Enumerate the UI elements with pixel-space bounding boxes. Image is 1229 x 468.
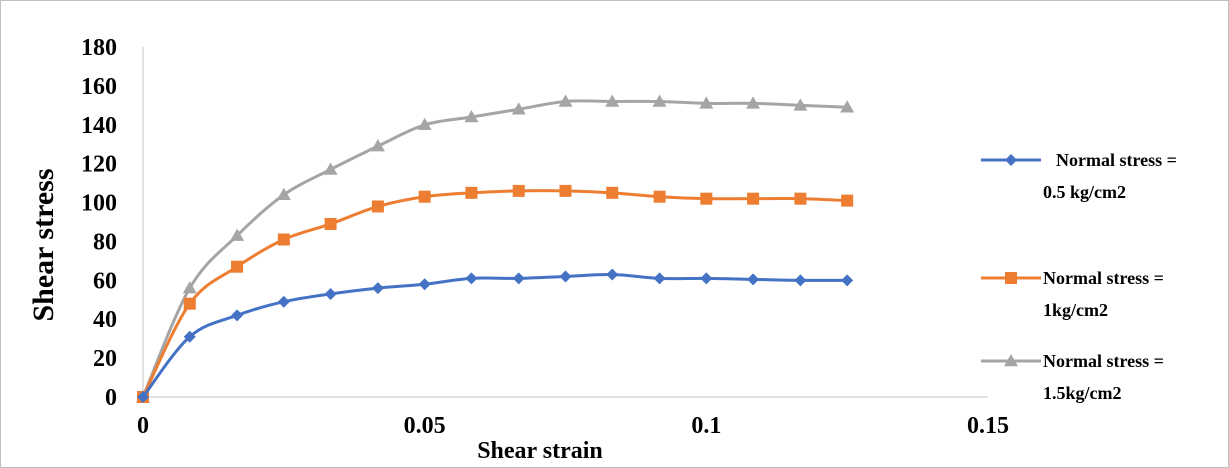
y-tick-label: 80 [93,229,117,255]
y-tick-label: 140 [81,113,117,139]
data-point [465,186,478,199]
legend-item: Normal stress = 1kg/cm2 [981,268,1164,320]
data-point [418,190,431,203]
data-point [231,260,244,273]
series-line [141,99,848,398]
series-3 [136,94,855,403]
data-point [606,186,619,199]
series-2 [137,184,854,403]
data-point [841,194,854,207]
data-point [511,102,526,115]
data-point [324,287,337,300]
y-tick-label: 120 [81,152,117,178]
y-tick-label: 0 [105,385,117,411]
x-axis-title: Shear strain [477,438,603,464]
y-tick-label: 40 [93,307,117,333]
legend-label-line2: 0.5 kg/cm2 [1043,182,1126,202]
x-tick-label: 0.15 [967,413,1009,439]
data-point [793,98,808,111]
data-point [746,96,761,109]
data-point [794,192,807,205]
data-point [323,162,338,175]
data-point [418,278,431,291]
series-1 [137,268,854,403]
series-group [136,94,855,403]
y-tick-label: 20 [93,346,117,372]
data-point [417,117,432,131]
legend-label-line1: Normal stress = [1043,268,1164,288]
data-point [605,94,620,107]
data-point [371,282,384,295]
data-point [840,100,855,113]
y-axis-title: Shear stress [27,168,60,321]
data-point [324,217,337,230]
data-point [699,96,714,109]
y-tick-label: 160 [81,74,117,100]
data-point [700,272,713,285]
x-tick-label: 0 [137,413,149,439]
data-point [277,233,290,246]
legend-label-line1: Normal stress = [1043,351,1164,371]
data-point [747,273,760,286]
y-tick-label: 100 [81,191,117,217]
x-tick-labels: 0 0.05 0.1 0.15 [137,413,1009,439]
legend-marker [1005,272,1017,284]
y-tick-label: 180 [81,35,117,61]
data-point [512,272,525,285]
legend-label-line1: Normal stress = [1056,150,1177,170]
legend-item: Normal stress = 0.5 kg/cm2 [981,150,1177,202]
data-point [653,190,666,203]
data-point [276,187,291,201]
data-point [231,309,244,322]
axes [142,47,988,398]
data-point [370,139,385,152]
data-point [182,281,197,294]
legend-label-line2: 1.5kg/cm2 [1043,383,1122,403]
data-point [183,297,196,310]
data-point [464,110,479,123]
legend-label-line2: 1kg/cm2 [1043,300,1108,320]
data-point [559,184,572,197]
x-tick-label: 0.1 [691,413,721,439]
series-line [141,272,848,398]
data-point [794,274,807,287]
data-point [652,94,667,107]
legend-marker [1005,154,1017,166]
legend-item: Normal stress = 1.5kg/cm2 [981,351,1164,403]
legend-marker [1004,354,1018,367]
x-tick-label: 0.05 [404,413,446,439]
data-point [558,94,573,107]
data-point [606,268,619,281]
data-point [653,272,666,285]
data-point [277,295,290,308]
data-point [183,330,196,343]
y-tick-label: 60 [93,268,117,294]
y-tick-labels: 0 20 40 60 80 100 120 140 160 180 [81,35,117,411]
data-point [700,192,713,205]
data-point [137,391,149,403]
data-point [512,184,525,197]
data-point [371,200,384,213]
data-point [230,228,245,241]
data-point [841,274,854,287]
data-point [747,192,760,205]
data-point [559,270,572,283]
series-line [141,189,848,398]
data-point [465,272,478,285]
